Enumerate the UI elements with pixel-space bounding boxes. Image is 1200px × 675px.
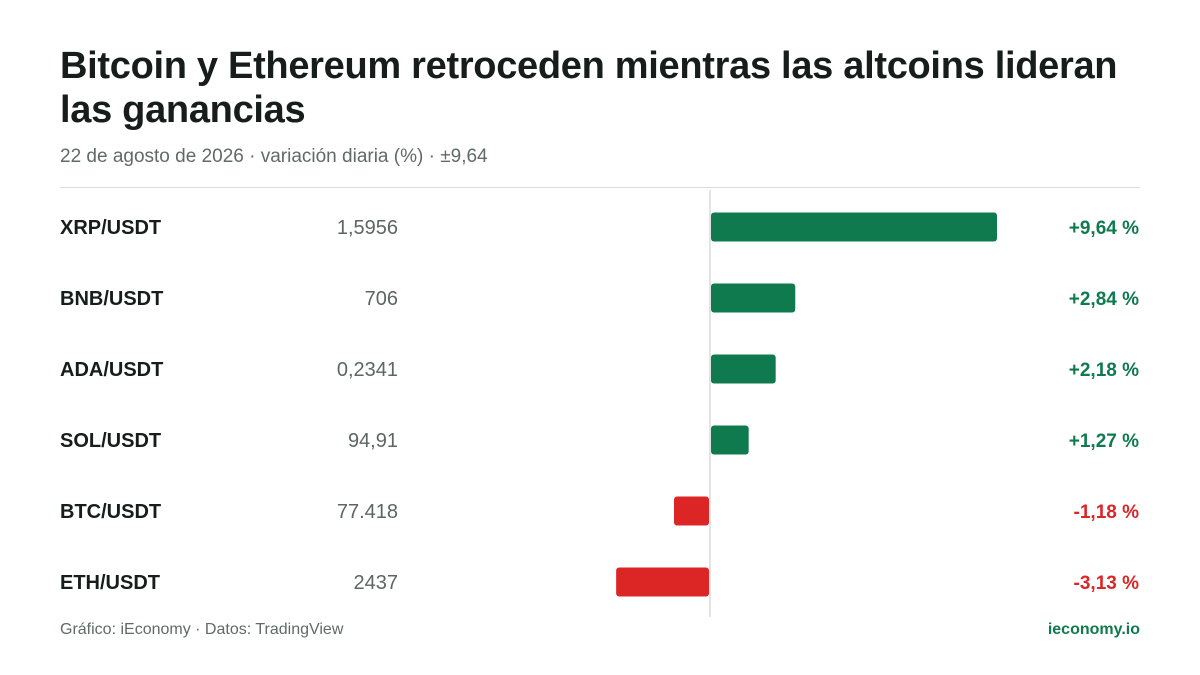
header-divider: [60, 187, 1140, 188]
pair-label: BNB/USDT: [60, 288, 163, 310]
pair-label: XRP/USDT: [60, 217, 161, 239]
positive-bar: [711, 283, 796, 313]
price-label: 0,2341: [337, 359, 398, 381]
change-percent-label: +2,18 %: [1069, 360, 1139, 381]
positive-bar: [711, 425, 749, 455]
price-label: 2437: [354, 572, 399, 594]
price-label: 1,5956: [337, 217, 398, 239]
negative-bar: [673, 496, 709, 526]
change-percent-label: +1,27 %: [1069, 431, 1139, 452]
negative-bar: [616, 567, 709, 597]
chart-subtitle: 22 de agosto de 2026 · variación diaria …: [60, 146, 488, 167]
change-percent-label: -3,13 %: [1074, 573, 1140, 594]
change-percent-label: -1,18 %: [1074, 502, 1140, 523]
source-credit: Gráfico: iEconomy · Datos: TradingView: [60, 621, 344, 638]
change-percent-label: +9,64 %: [1069, 218, 1139, 239]
price-label: 94,91: [348, 430, 398, 452]
chart-title: Bitcoin y Ethereum retroceden mientras l…: [60, 45, 1118, 131]
pair-label: BTC/USDT: [60, 501, 161, 523]
pair-label: ADA/USDT: [60, 359, 163, 381]
positive-bar: [711, 354, 776, 384]
positive-bar: [711, 212, 997, 242]
price-label: 706: [365, 288, 398, 310]
brand-link[interactable]: ieconomy.io: [1047, 621, 1140, 638]
pair-label: SOL/USDT: [60, 430, 161, 452]
change-percent-label: +2,84 %: [1069, 289, 1139, 310]
price-label: 77.418: [337, 501, 398, 523]
pair-label: ETH/USDT: [60, 572, 160, 594]
